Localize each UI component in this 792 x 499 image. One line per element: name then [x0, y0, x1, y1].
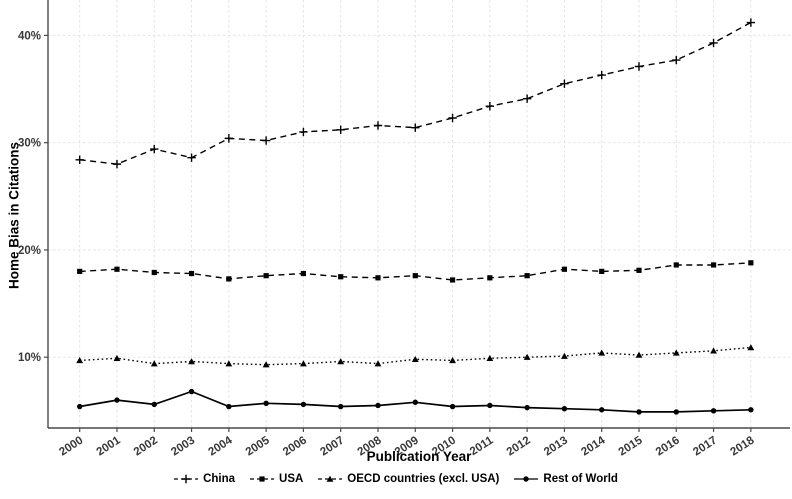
legend-label-china: China: [203, 473, 236, 485]
legend-item-oecd: OECD countries (excl. USA): [318, 472, 499, 486]
svg-text:20%: 20%: [18, 245, 41, 257]
legend-item-usa: USA: [250, 472, 303, 486]
legend-item-rest-of-world: Rest of World: [514, 472, 618, 486]
chart-canvas: 10%20%30%40%2000 2001 2002 2003 2004 2005 2006…: [18, 0, 790, 458]
square-icon: [250, 476, 275, 482]
svg-text:40%: 40%: [18, 30, 41, 42]
legend-label-usa: USA: [279, 473, 304, 485]
legend-label-oecd: OECD countries (excl. USA): [347, 473, 500, 485]
legend-label-rest-of-world: Rest of World: [543, 473, 618, 485]
chart-legend: China USA OECD countries (excl. USA) Res…: [0, 472, 792, 486]
plus-icon: [174, 474, 199, 484]
svg-text:30%: 30%: [18, 138, 41, 150]
svg-text:10%: 10%: [18, 352, 41, 364]
triangle-icon: [318, 475, 343, 482]
circle-icon: [514, 476, 539, 482]
legend-item-china: China: [174, 472, 235, 486]
x-axis-title: Publication Year: [366, 449, 472, 464]
